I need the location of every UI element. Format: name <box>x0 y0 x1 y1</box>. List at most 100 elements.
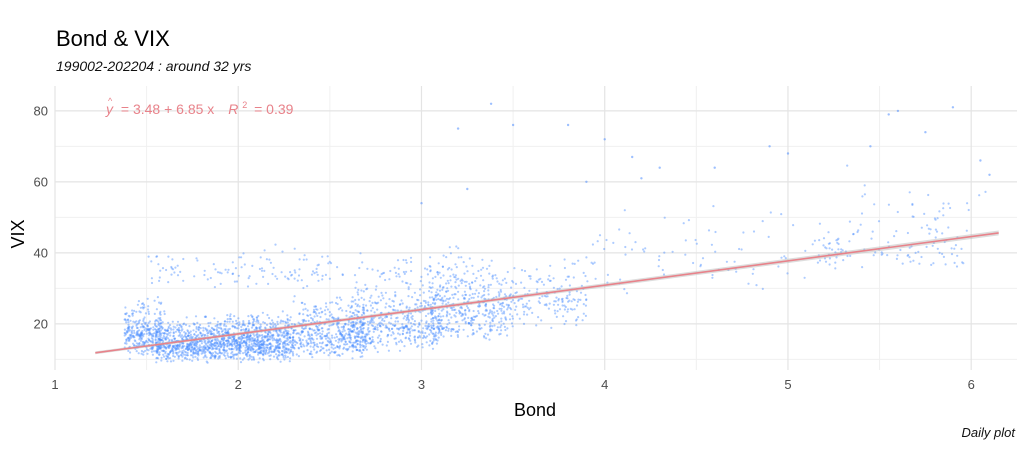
data-point <box>253 339 256 342</box>
data-point <box>288 348 291 351</box>
data-point <box>330 324 333 327</box>
data-point <box>394 294 397 297</box>
data-point <box>155 325 158 328</box>
data-point <box>287 332 290 335</box>
data-point <box>370 309 373 312</box>
data-point <box>351 350 354 353</box>
data-point <box>267 338 270 341</box>
data-point <box>247 347 250 350</box>
data-point <box>340 335 343 338</box>
data-point <box>281 333 284 336</box>
data-point <box>159 334 163 337</box>
data-point <box>307 337 310 340</box>
data-point <box>176 320 180 323</box>
data-point <box>251 346 254 350</box>
data-point <box>255 326 258 329</box>
data-point <box>223 320 226 323</box>
data-point <box>458 325 461 328</box>
data-point <box>258 347 261 350</box>
data-point <box>263 321 266 325</box>
data-point <box>342 325 345 328</box>
data-point <box>242 321 245 324</box>
data-point <box>450 328 453 331</box>
data-point <box>549 264 552 267</box>
data-point <box>222 342 225 345</box>
data-point <box>252 357 255 360</box>
data-point <box>570 300 573 303</box>
data-point <box>219 340 222 343</box>
data-point <box>292 332 295 335</box>
data-point <box>349 341 352 344</box>
data-point <box>252 350 255 354</box>
data-point <box>489 328 492 331</box>
data-point <box>258 345 261 348</box>
data-point <box>429 308 432 311</box>
data-point <box>484 313 487 317</box>
data-point <box>426 335 429 338</box>
data-point <box>344 323 347 326</box>
data-point <box>554 300 557 303</box>
data-point <box>363 338 366 341</box>
data-point <box>329 352 332 355</box>
data-point <box>396 316 399 319</box>
data-point <box>278 343 281 346</box>
data-point <box>124 313 127 316</box>
data-point <box>164 346 167 349</box>
data-point <box>304 307 307 310</box>
data-point <box>362 306 365 309</box>
data-point <box>206 361 209 364</box>
data-point <box>248 335 251 338</box>
data-point <box>488 311 492 314</box>
data-point <box>575 304 579 307</box>
data-point <box>275 353 278 356</box>
data-point <box>528 289 531 292</box>
data-point <box>265 258 268 261</box>
data-point <box>315 308 318 311</box>
data-point <box>145 339 148 342</box>
data-point <box>140 336 143 339</box>
data-point <box>184 350 187 353</box>
data-point <box>429 270 432 273</box>
data-point <box>213 286 216 289</box>
data-point <box>165 357 168 360</box>
data-point <box>182 257 185 261</box>
data-point <box>355 340 358 343</box>
data-point <box>942 207 945 210</box>
data-point <box>352 321 355 324</box>
data-point <box>397 327 400 330</box>
data-point <box>145 328 149 331</box>
data-point <box>478 327 481 330</box>
data-point <box>295 332 298 335</box>
y-axis-label: VIX <box>8 219 28 248</box>
data-point <box>349 321 353 324</box>
data-point <box>498 307 501 310</box>
data-point <box>605 238 608 242</box>
data-point <box>363 309 366 312</box>
data-point <box>223 343 227 346</box>
data-point <box>265 349 268 352</box>
data-point <box>848 220 852 223</box>
data-point <box>222 346 225 350</box>
data-point <box>348 316 351 319</box>
data-point <box>498 282 501 285</box>
data-point <box>337 317 340 321</box>
data-point <box>495 295 498 298</box>
data-point <box>300 345 303 348</box>
data-point <box>149 340 153 343</box>
data-point <box>468 282 471 285</box>
data-point <box>276 334 279 337</box>
data-point <box>271 345 274 348</box>
data-point <box>370 318 373 321</box>
data-point <box>342 336 346 339</box>
data-point <box>282 335 285 338</box>
data-point <box>182 279 185 282</box>
data-point <box>828 247 831 250</box>
data-point <box>234 340 237 343</box>
data-point <box>371 301 374 304</box>
data-point <box>452 306 455 309</box>
data-point <box>498 303 502 306</box>
data-point <box>278 345 281 348</box>
data-point <box>220 330 223 333</box>
data-point <box>783 255 786 258</box>
data-point <box>343 343 346 346</box>
